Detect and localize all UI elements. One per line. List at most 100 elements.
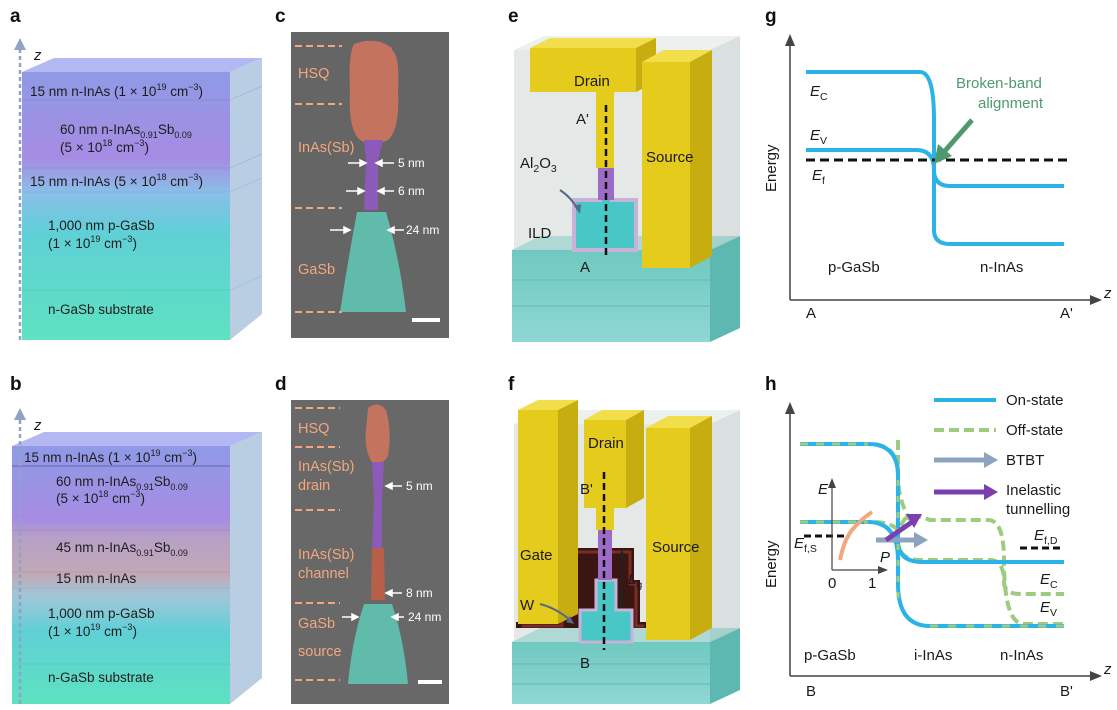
sem-d-dim2: 8 nm [406,586,433,600]
sem-d-channel-label1: InAs(Sb) [298,547,354,563]
band-h-inset-curve [838,510,874,561]
scale-bar-c [412,318,440,322]
sem-d-source-label1: GaSb [298,616,335,632]
band-h-inset-e: E [818,481,829,498]
device-f-source-contact [646,428,690,640]
device-e-source-label: Source [646,149,694,166]
band-g-xaxis-label: z [1103,285,1112,302]
device-f-gate-contact [518,410,558,624]
band-g-ev-label: EV [810,127,827,147]
sem-gasb-base-d [348,604,408,684]
device-f-gate-label: Gate [520,547,553,564]
band-g-ec-label: EC [810,83,828,103]
stack-b-layer6: n-GaSb substrate [48,670,154,685]
sem-hsq-cap-c [349,40,399,144]
scale-bar-d [418,680,442,684]
sem-nanowire-c [364,140,383,210]
stack-b-layer4: 15 nm n-InAs [56,571,137,586]
band-g-ylabel: Energy [763,144,780,192]
band-h-bprime-label: B' [1060,683,1073,700]
panel-label-f: f [508,374,515,395]
band-h-region3: n-InAs [1000,647,1043,664]
band-h-inelastic-arrow [884,519,914,543]
panel-label-g: g [765,6,777,27]
panel-label-a: a [10,6,21,27]
band-diagram-g: z Energy EC EV Ef Broken-band alignment … [763,34,1112,322]
z-axis-label-b: z [33,417,42,434]
device-schematic-f: Drain Gate Source B' B W Lg [512,400,740,704]
band-g-ev-curve [806,148,1064,188]
device-f-b-label: B [580,655,590,672]
sem-d-drain-label1: InAs(Sb) [298,459,354,475]
band-h-on-ev [800,520,1064,628]
band-g-a-label: A [806,305,816,322]
panel-label-d: d [275,374,287,395]
stack-a-layer2-line2: (5 × 1018 cm−3) [60,138,149,155]
legend-inelastic-label2: tunnelling [1006,501,1070,518]
band-h-region2: i-InAs [914,647,952,664]
band-h-ev-label: EV [1040,599,1057,619]
band-g-annotation-arrow [942,118,974,154]
band-h-inset-1: 1 [868,575,876,592]
stack-b-layer3: 45 nm n-InAs0.91Sb0.09 [56,540,188,558]
panel-label-h: h [765,374,777,395]
device-schematic-e: Drain Source A' A Al2O3 ILD [512,36,740,342]
sem-c-dim2: 6 nm [398,184,425,198]
sem-c-inas-label: InAs(Sb) [298,140,354,156]
device-e-drain-label: Drain [574,73,610,90]
band-h-on-ec [800,442,1064,564]
band-diagram-h: z Energy E P 0 1 [763,392,1112,700]
sem-image-c: HSQ InAs(Sb) GaSb 5 nm 6 nm 24 nm [291,32,449,338]
stack-a-layer3: 15 nm n-InAs (5 × 1018 cm−3) [30,172,203,189]
sem-channel-wire-d [371,548,385,600]
sem-gasb-base-c [340,212,406,312]
stack-a-layer1: 15 nm n-InAs (1 × 1019 cm−3) [30,82,203,99]
sem-drain-wire-d [372,462,384,548]
device-e-drain-contact [530,48,636,168]
device-f-bprime-label: B' [580,481,593,498]
sem-hsq-cap-d [365,404,390,464]
stack-b-layer2-line1: 60 nm n-InAs0.91Sb0.09 [56,474,188,492]
sem-image-d: HSQ InAs(Sb) drain InAs(Sb) channel GaSb… [291,400,449,704]
band-g-annotation-line2: alignment [978,95,1044,112]
band-g-aprime-label: A' [1060,305,1073,322]
band-h-efs-label: Ef,S [794,535,817,555]
stack-a-layer4-line1: 1,000 nm p-GaSb [48,218,155,233]
legend-off-state-label: Off-state [1006,422,1063,439]
legend-btbt-label: BTBT [1006,452,1044,469]
z-axis-label-a: z [33,47,42,64]
sem-d-drain-label2: drain [298,478,330,494]
band-h-inset-0: 0 [828,575,836,592]
band-g-annotation-line1: Broken-band [956,75,1042,92]
layer-stack-a: z [14,38,263,340]
device-f-w-label: W [520,597,535,614]
stack-b-layer1: 15 nm n-InAs (1 × 1019 cm−3) [24,448,197,465]
device-f-drain-label: Drain [588,435,624,452]
device-f-lg-label: Lg [628,571,642,591]
device-e-source-contact [642,62,690,268]
device-f-mesa [578,578,634,644]
panel-label-e: e [508,6,519,27]
stack-a-layer4-line2: (1 × 1019 cm−3) [48,234,137,251]
band-h-region1: p-GaSb [804,647,856,664]
sem-c-dim3: 24 nm [406,223,439,237]
legend-inelastic-label1: Inelastic [1006,482,1062,499]
band-g-left-region: p-GaSb [828,259,880,276]
sem-d-dim1: 5 nm [406,479,433,493]
stack-b-layer5-line2: (1 × 1019 cm−3) [48,622,137,639]
sem-d-source-label2: source [298,644,342,660]
sem-c-dim1: 5 nm [398,156,425,170]
device-f-source-label: Source [652,539,700,556]
band-h-ylabel: Energy [763,540,780,588]
band-h-inset-p: P [880,549,890,566]
layer-stack-b: z [12,408,262,704]
sem-d-channel-label2: channel [298,566,349,582]
device-e-ild-label: ILD [528,225,552,242]
band-h-ec-label: EC [1040,571,1058,591]
band-g-right-region: n-InAs [980,259,1023,276]
band-h-off-ev [800,514,1064,626]
stack-b-layer5-line1: 1,000 nm p-GaSb [48,606,155,621]
band-h-fermi-inset: E P 0 1 [818,478,890,592]
device-e-a-label: A [580,259,590,276]
